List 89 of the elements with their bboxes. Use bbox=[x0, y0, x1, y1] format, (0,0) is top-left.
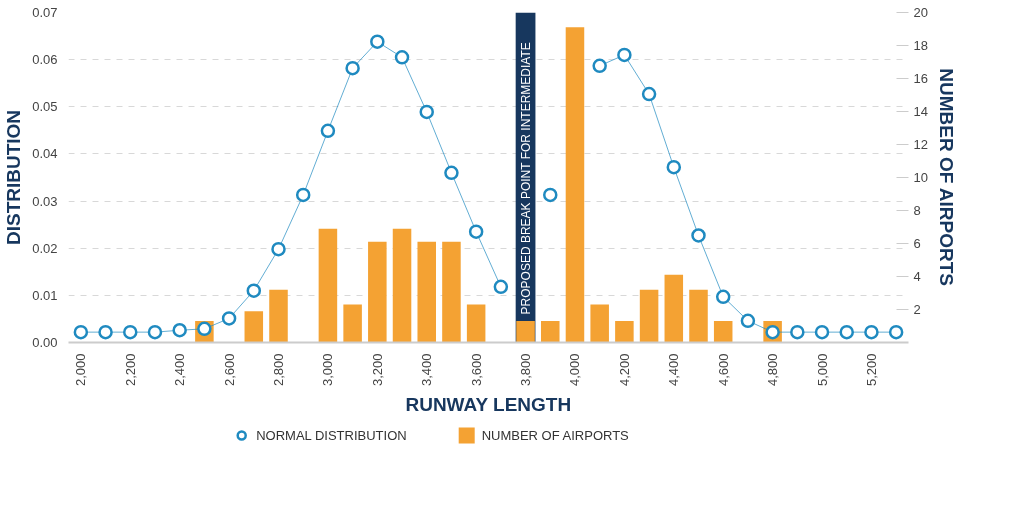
y2-tick-label: 8 bbox=[913, 203, 921, 218]
point bbox=[691, 228, 706, 243]
y-tick-label: 0.06 bbox=[32, 52, 58, 68]
point bbox=[444, 165, 459, 181]
bar bbox=[466, 304, 486, 343]
x-tick-label: 3,200 bbox=[369, 353, 385, 387]
point bbox=[617, 47, 632, 63]
x-tick-label: 2,000 bbox=[73, 353, 89, 387]
bar bbox=[343, 304, 362, 343]
y2-tick-label: 16 bbox=[913, 71, 928, 86]
legend-label: NORMAL DISTRIBUTION bbox=[256, 427, 407, 443]
x-tick-label: 3,000 bbox=[320, 353, 336, 387]
point bbox=[888, 324, 904, 340]
bar bbox=[713, 321, 733, 343]
bar bbox=[269, 289, 288, 343]
bar bbox=[392, 228, 412, 343]
y-tick-label: 0.04 bbox=[32, 146, 58, 162]
legend-label: NUMBER OF AIRPORTS bbox=[481, 427, 629, 443]
bar bbox=[318, 228, 338, 343]
y2-tick-label: 4 bbox=[913, 269, 921, 284]
point bbox=[172, 323, 187, 338]
point bbox=[715, 289, 731, 305]
y-tick-label: 0.01 bbox=[32, 287, 58, 303]
point bbox=[295, 187, 311, 203]
bar bbox=[590, 304, 609, 343]
x-tick-label: 4,000 bbox=[567, 353, 583, 387]
point bbox=[839, 324, 854, 340]
x-tick-label: 4,400 bbox=[666, 353, 682, 387]
point bbox=[592, 58, 607, 74]
bar bbox=[664, 274, 684, 343]
x-tick-label: 5,000 bbox=[814, 353, 830, 387]
y2-axis-title: NUMBER OF AIRPORTS bbox=[935, 68, 957, 287]
point bbox=[246, 283, 262, 298]
y-tick-label: 0.03 bbox=[32, 193, 58, 209]
x-tick-label: 2,800 bbox=[271, 353, 286, 387]
y-axis-title: DISTRIBUTION bbox=[3, 109, 25, 246]
y2-tick-label: 2 bbox=[913, 302, 921, 317]
bar bbox=[516, 321, 535, 343]
bar bbox=[565, 27, 585, 343]
x-tick-label: 5,200 bbox=[863, 353, 879, 387]
y2-tick-label: 10 bbox=[913, 170, 928, 185]
band-label: PROPOSED BREAK POINT FOR INTERMEDIATE bbox=[518, 42, 533, 315]
point bbox=[543, 187, 558, 203]
x-tick-label: 3,400 bbox=[419, 353, 435, 387]
x-tick-label: 3,800 bbox=[518, 353, 534, 387]
y-tick-label: 0.05 bbox=[32, 99, 58, 115]
y-tick-label: 0.07 bbox=[32, 5, 58, 20]
x-tick-label: 4,200 bbox=[616, 353, 632, 387]
x-axis-title: RUNWAY LENGTH bbox=[405, 394, 572, 416]
bar bbox=[541, 321, 560, 343]
bar bbox=[639, 289, 659, 343]
y2-tick-label: 20 bbox=[913, 5, 928, 20]
y2-tick-label: 6 bbox=[913, 236, 921, 251]
point bbox=[320, 123, 336, 139]
y2-tick-label: 18 bbox=[913, 38, 928, 53]
x-tick-label: 2,200 bbox=[122, 353, 138, 387]
x-tick-label: 4,600 bbox=[715, 353, 731, 387]
point bbox=[221, 311, 237, 326]
point bbox=[147, 324, 163, 340]
point bbox=[666, 159, 682, 175]
point bbox=[641, 86, 657, 102]
point bbox=[394, 50, 410, 65]
point bbox=[468, 224, 484, 239]
y2-tick-label: 12 bbox=[913, 137, 928, 152]
point bbox=[370, 34, 385, 49]
x-tick-label: 2,600 bbox=[221, 353, 237, 387]
point bbox=[73, 324, 89, 340]
y-tick-label: 0.00 bbox=[32, 335, 58, 350]
point bbox=[271, 241, 286, 257]
bar bbox=[615, 321, 634, 343]
point bbox=[790, 324, 805, 340]
bar bbox=[689, 289, 708, 343]
point bbox=[419, 104, 434, 120]
x-tick-label: 4,800 bbox=[765, 353, 781, 387]
y-tick-label: 0.02 bbox=[32, 240, 58, 256]
point bbox=[123, 324, 138, 340]
point bbox=[740, 313, 756, 329]
bar bbox=[244, 311, 264, 343]
point bbox=[493, 279, 509, 295]
x-tick-label: 2,400 bbox=[172, 353, 188, 387]
bar bbox=[368, 241, 387, 343]
bar bbox=[417, 241, 436, 343]
y2-tick-label: 14 bbox=[913, 104, 928, 119]
bar bbox=[442, 241, 461, 343]
point bbox=[98, 324, 113, 340]
point bbox=[814, 324, 830, 340]
x-tick-label: 3,600 bbox=[468, 353, 484, 387]
point bbox=[864, 324, 879, 340]
point bbox=[345, 60, 360, 76]
